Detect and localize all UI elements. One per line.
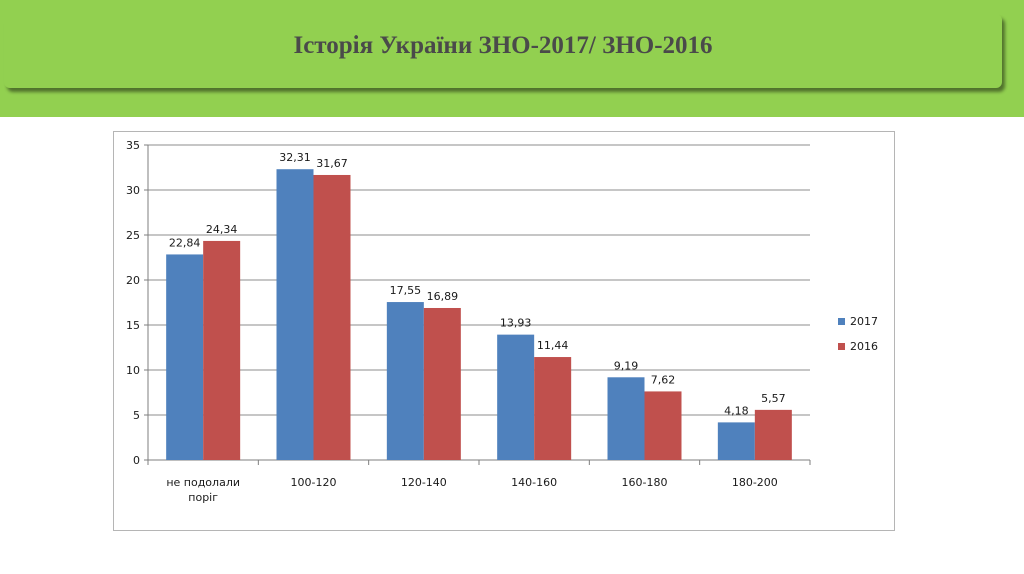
x-tick-label: 120-140: [401, 476, 447, 489]
data-label-2017: 9,19: [614, 359, 639, 372]
data-label-2017: 4,18: [724, 404, 749, 417]
data-label-2016: 16,89: [427, 290, 459, 303]
bar-2017: [166, 254, 204, 460]
data-label-2016: 31,67: [316, 157, 348, 170]
bar-2016: [644, 391, 682, 460]
chart-frame: [113, 131, 895, 531]
data-label-2017: 13,93: [500, 317, 532, 330]
y-tick-label: 15: [126, 319, 140, 332]
bar-2016: [534, 357, 572, 460]
title-banner: Історія України ЗНО-2017/ ЗНО-2016: [4, 14, 1002, 88]
bar-2016: [423, 307, 461, 460]
y-tick-label: 35: [126, 139, 140, 152]
x-tick-label: 140-160: [511, 476, 557, 489]
data-label-2016: 7,62: [651, 373, 676, 386]
bar-2017: [717, 422, 755, 460]
bar-2016: [203, 240, 241, 460]
legend-label-2017: 2017: [850, 315, 878, 328]
x-tick-label: 100-120: [291, 476, 337, 489]
bar-2017: [607, 377, 645, 460]
y-tick-label: 30: [126, 184, 140, 197]
x-tick-label: 160-180: [622, 476, 668, 489]
data-label-2017: 17,55: [390, 284, 422, 297]
x-tick-label: 180-200: [732, 476, 778, 489]
data-label-2016: 24,34: [206, 223, 238, 236]
bar-2016: [754, 409, 792, 460]
data-label-2017: 32,31: [279, 151, 311, 164]
data-label-2016: 5,57: [761, 392, 786, 405]
bar-2017: [276, 169, 314, 460]
legend-swatch-2016: [838, 343, 845, 350]
y-tick-label: 5: [133, 409, 140, 422]
bar-2016: [313, 174, 351, 460]
bar-2017: [497, 334, 535, 460]
y-tick-label: 0: [133, 454, 140, 467]
bar-2017: [386, 302, 424, 460]
data-label-2017: 22,84: [169, 236, 201, 249]
y-tick-label: 25: [126, 229, 140, 242]
data-label-2016: 11,44: [537, 339, 569, 352]
y-tick-label: 20: [126, 274, 140, 287]
slide-title: Історія України ЗНО-2017/ ЗНО-2016: [293, 32, 713, 59]
legend-swatch-2017: [838, 318, 845, 325]
x-tick-label: не подолали поріг: [166, 476, 240, 504]
y-tick-label: 10: [126, 364, 140, 377]
legend-label-2016: 2016: [850, 340, 878, 353]
